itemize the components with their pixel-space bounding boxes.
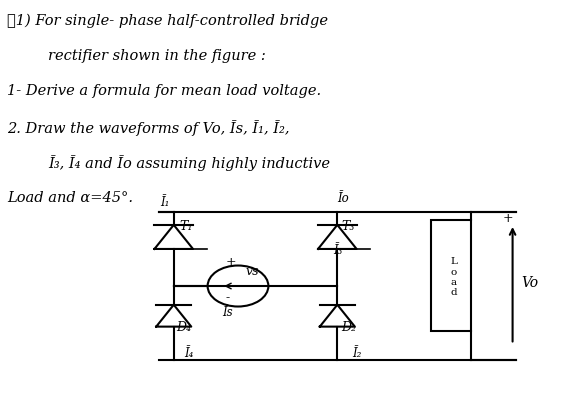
- Text: rectifier shown in the figure :: rectifier shown in the figure :: [48, 49, 266, 63]
- Text: Ī₂: Ī₂: [352, 347, 361, 360]
- Text: Ī₃: Ī₃: [333, 244, 343, 257]
- Text: Vo: Vo: [521, 276, 538, 290]
- Text: T₃: T₃: [342, 220, 355, 233]
- Text: L
o
a
d: L o a d: [451, 257, 457, 297]
- Text: vs: vs: [245, 265, 259, 278]
- Text: Ī₃, Ī₄ and Īo assuming highly inductive: Ī₃, Ī₄ and Īo assuming highly inductive: [48, 155, 330, 171]
- Text: -: -: [502, 353, 507, 366]
- Text: +: +: [502, 212, 513, 225]
- Text: Īs: Īs: [222, 306, 233, 319]
- Text: T₁: T₁: [180, 220, 193, 233]
- Text: Ī₄: Ī₄: [184, 347, 194, 360]
- Text: Ⓠ1) For single- phase half-controlled bridge: Ⓠ1) For single- phase half-controlled br…: [7, 13, 328, 28]
- Text: 1- Derive a formula for mean load voltage.: 1- Derive a formula for mean load voltag…: [7, 84, 321, 98]
- Text: D₄: D₄: [177, 321, 192, 334]
- Text: Ī₁: Ī₁: [160, 196, 170, 209]
- Text: Load and α=45°.: Load and α=45°.: [7, 191, 133, 204]
- Text: Īo: Īo: [338, 192, 349, 205]
- Bar: [431, 220, 471, 331]
- Text: 2. Draw the waveforms of Vo, Īs, Ī₁, Ī₂,: 2. Draw the waveforms of Vo, Īs, Ī₁, Ī₂,: [7, 119, 290, 135]
- Text: D₂: D₂: [342, 321, 356, 334]
- Text: -: -: [225, 291, 230, 304]
- Text: +: +: [225, 256, 236, 269]
